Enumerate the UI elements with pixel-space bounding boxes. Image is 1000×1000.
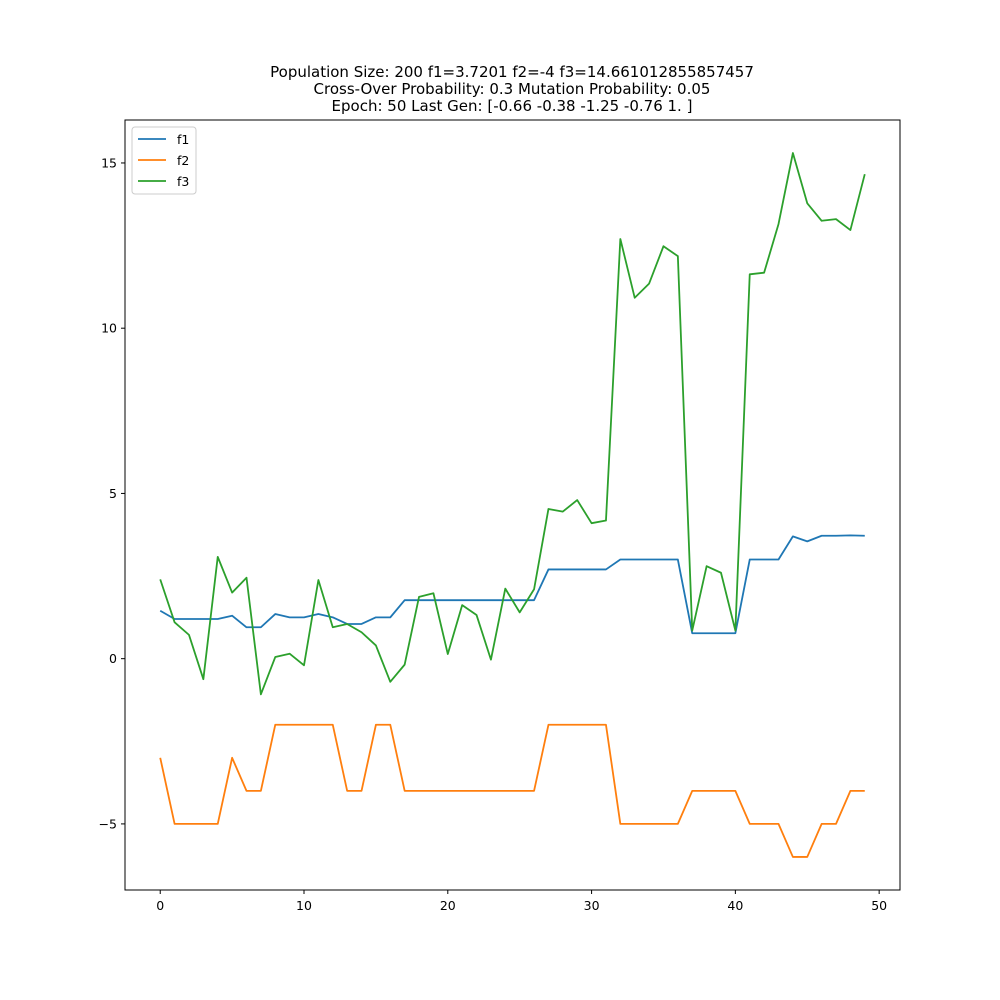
x-axis-ticks: 0 10 20 30 40 50	[156, 890, 887, 913]
y-tick-label: 0	[109, 651, 117, 666]
legend-label-f2: f2	[177, 153, 189, 168]
x-tick-label: 0	[156, 898, 164, 913]
x-tick-label: 40	[727, 898, 743, 913]
x-tick-label: 10	[296, 898, 312, 913]
x-tick-label: 50	[871, 898, 887, 913]
plot-frame	[124, 119, 901, 891]
x-tick-label: 30	[584, 898, 600, 913]
chart-title-line-1: Population Size: 200 f1=3.7201 f2=-4 f3=…	[270, 63, 754, 81]
chart-title-line-3: Epoch: 50 Last Gen: [-0.66 -0.38 -1.25 -…	[332, 97, 693, 115]
series-line-f3	[159, 152, 866, 696]
series-line-f2	[159, 723, 865, 858]
series-layer	[159, 152, 866, 858]
y-tick-label: 15	[101, 155, 117, 170]
y-tick-label: 10	[101, 321, 117, 336]
legend: f1 f2 f3	[131, 126, 197, 195]
chart-title-line-2: Cross-Over Probability: 0.3 Mutation Pro…	[314, 80, 711, 98]
y-tick-label: 5	[109, 486, 117, 501]
y-tick-label: −5	[99, 816, 117, 831]
legend-label-f1: f1	[177, 132, 189, 147]
legend-label-f3: f3	[177, 174, 189, 189]
x-tick-label: 20	[440, 898, 456, 913]
y-axis-ticks: −5 0 5 10 15	[99, 155, 125, 831]
